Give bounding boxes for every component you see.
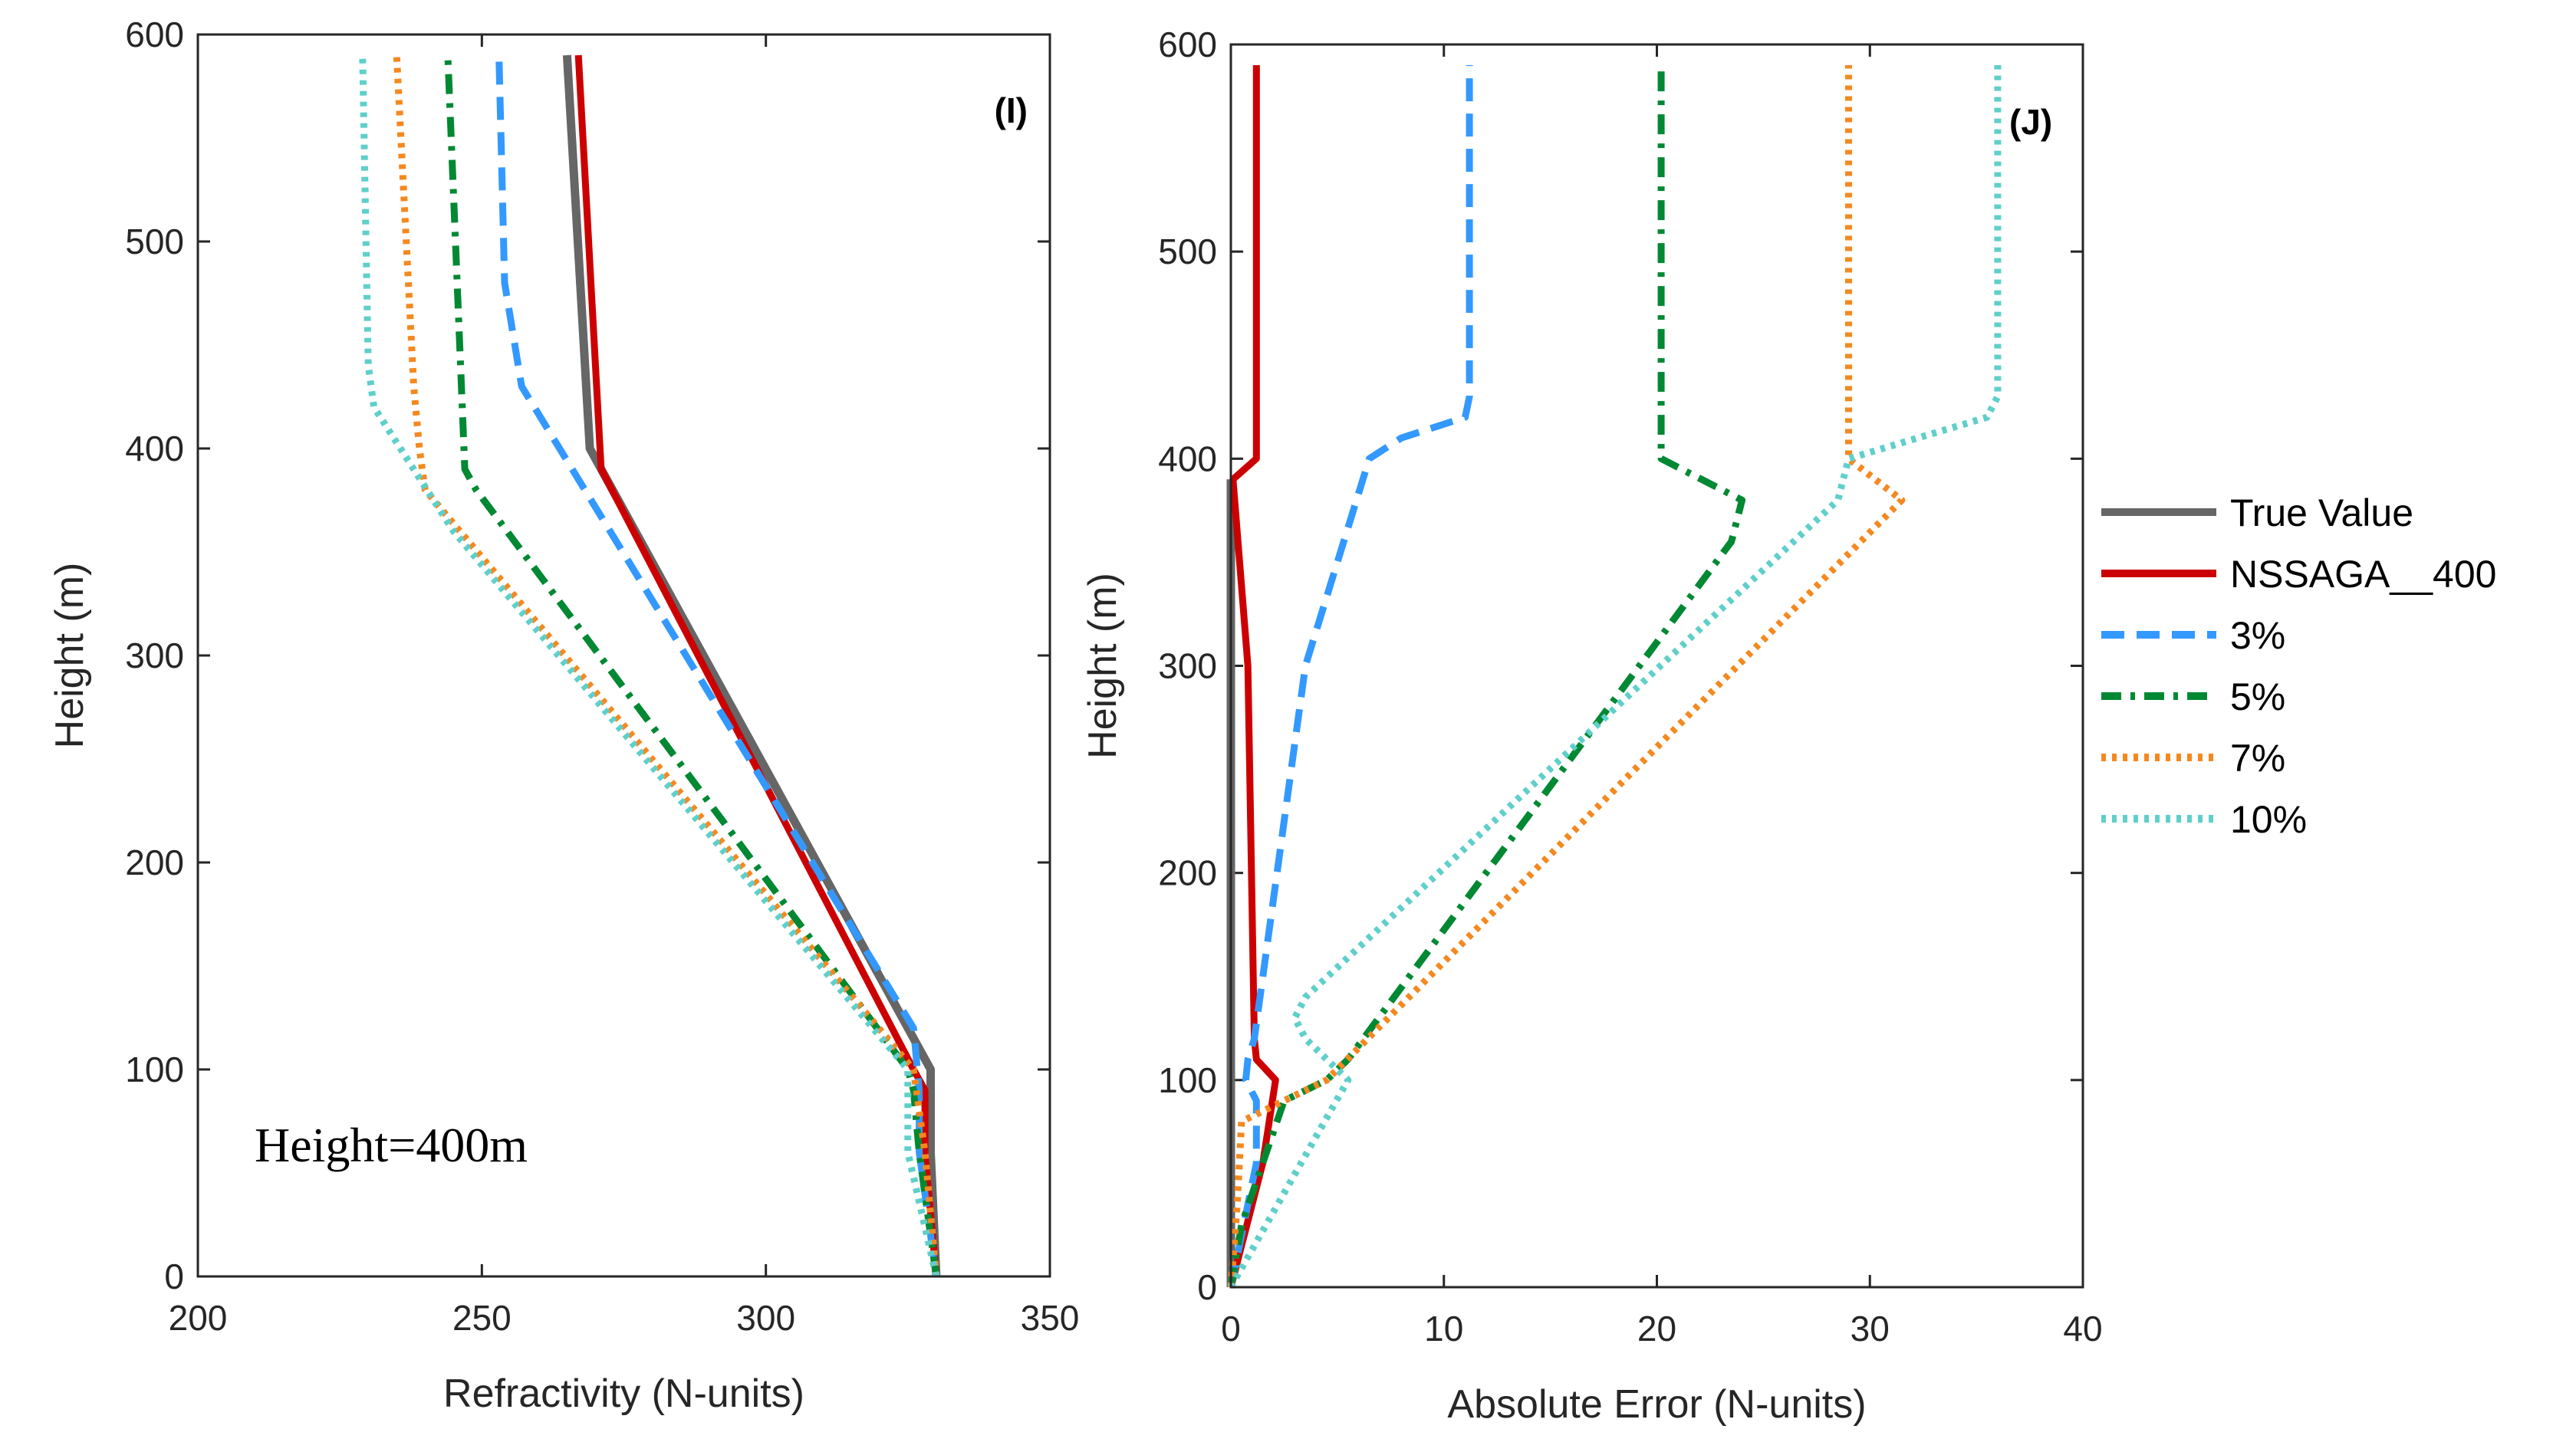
legend-label: 7% bbox=[2230, 737, 2285, 780]
legend-label: 3% bbox=[2230, 614, 2285, 657]
right-panel-label: (J) bbox=[2009, 102, 2052, 142]
series-line-5- bbox=[444, 54, 940, 1277]
legend: True Value NSSAGA__400 3% 5% 7% 10% bbox=[2101, 491, 2496, 841]
left-y-axis-title: Height (m) bbox=[48, 563, 92, 749]
x-tick-label: 300 bbox=[736, 1298, 795, 1338]
y-tick-label: 300 bbox=[1158, 646, 1217, 686]
y-tick-label: 400 bbox=[1158, 439, 1217, 478]
x-tick-label: 0 bbox=[1221, 1309, 1241, 1349]
y-tick-label: 100 bbox=[1158, 1060, 1217, 1100]
legend-label: NSSAGA__400 bbox=[2230, 553, 2496, 596]
y-tick-label: 600 bbox=[125, 15, 184, 54]
x-tick-label: 10 bbox=[1424, 1309, 1463, 1349]
left-tick-labels: 200 250 300 350 0 100 200 300 400 500 600 bbox=[125, 15, 1079, 1338]
height-annotation: Height=400m bbox=[255, 1118, 528, 1172]
series-line-7- bbox=[393, 54, 940, 1277]
y-tick-label: 100 bbox=[125, 1050, 184, 1089]
left-chart-panel: 200 250 300 350 0 100 200 300 400 500 600 Refracti… bbox=[48, 15, 1079, 1416]
left-plot-frame bbox=[196, 33, 1051, 1278]
y-tick-label: 0 bbox=[1197, 1267, 1217, 1307]
series-line-3- bbox=[495, 54, 940, 1277]
right-plot-frame bbox=[1229, 43, 2084, 1289]
legend-label: True Value bbox=[2230, 491, 2413, 534]
y-tick-label: 500 bbox=[125, 222, 184, 261]
x-tick-label: 250 bbox=[452, 1298, 512, 1338]
left-series-group bbox=[359, 54, 941, 1278]
y-tick-label: 500 bbox=[1158, 232, 1217, 271]
right-x-axis-title: Absolute Error (N-units) bbox=[1447, 1382, 1866, 1427]
left-panel-label: (I) bbox=[995, 90, 1028, 130]
x-tick-label: 30 bbox=[1851, 1309, 1890, 1349]
series-line-10- bbox=[359, 54, 940, 1278]
y-tick-label: 400 bbox=[125, 429, 184, 468]
y-tick-label: 200 bbox=[125, 843, 184, 882]
y-tick-label: 0 bbox=[164, 1257, 184, 1296]
x-tick-label: 20 bbox=[1637, 1309, 1676, 1349]
right-y-axis-title: Height (m) bbox=[1081, 573, 1125, 759]
x-tick-label: 200 bbox=[169, 1298, 228, 1338]
y-tick-label: 600 bbox=[1158, 25, 1217, 64]
legend-label: 5% bbox=[2230, 675, 2285, 718]
series-line-7- bbox=[1227, 65, 1906, 1288]
x-tick-label: 350 bbox=[1021, 1298, 1080, 1338]
left-x-axis-title: Refractivity (N-units) bbox=[443, 1372, 804, 1416]
legend-label: 10% bbox=[2230, 798, 2307, 841]
y-tick-label: 300 bbox=[125, 636, 184, 675]
y-tick-label: 200 bbox=[1158, 853, 1217, 893]
x-tick-label: 40 bbox=[2063, 1309, 2102, 1349]
series-line-true-value bbox=[562, 54, 941, 1277]
